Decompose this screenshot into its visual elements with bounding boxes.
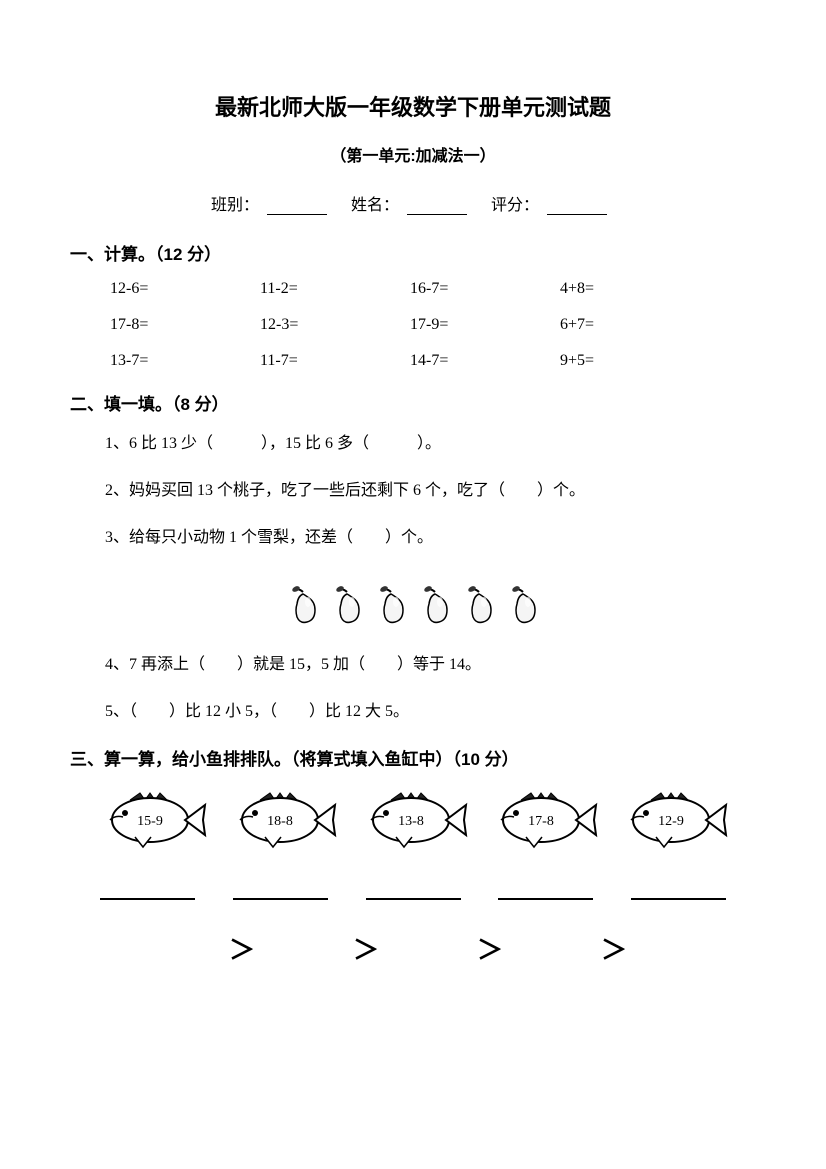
fish-item: 18-8 xyxy=(220,785,345,860)
fish-item: 12-9 xyxy=(611,785,736,860)
answer-blank[interactable] xyxy=(366,880,461,900)
class-blank[interactable] xyxy=(267,214,327,215)
page-subtitle: （第一单元:加减法一） xyxy=(70,142,756,166)
calc-cell: 9+5= xyxy=(560,352,710,370)
calc-cell: 14-7= xyxy=(410,352,560,370)
calc-row: 13-7= 11-7= 14-7= 9+5= xyxy=(110,352,756,370)
question-3: 3、给每只小动物 1 个雪梨，还差（ ）个。 xyxy=(105,524,756,553)
answer-blank[interactable] xyxy=(631,880,726,900)
section1-header: 一、计算。（12 分） xyxy=(70,240,756,265)
fish-item: 13-8 xyxy=(351,785,476,860)
compare-symbol: ＞ xyxy=(601,930,627,967)
fish-icon: 12-9 xyxy=(616,785,731,855)
pear-icon xyxy=(417,582,453,626)
fish-icon: 17-8 xyxy=(486,785,601,855)
svg-text:18-8: 18-8 xyxy=(267,814,293,829)
compare-symbol: ＞ xyxy=(229,930,255,967)
page-title: 最新北师大版一年级数学下册单元测试题 xyxy=(70,90,756,122)
compare-row: ＞ ＞ ＞ ＞ xyxy=(180,930,676,967)
svg-text:13-8: 13-8 xyxy=(398,814,424,829)
name-blank[interactable] xyxy=(407,214,467,215)
answer-blank[interactable] xyxy=(100,880,195,900)
question-2: 2、妈妈买回 13 个桃子，吃了一些后还剩下 6 个，吃了（ ）个。 xyxy=(105,477,756,506)
class-label: 班别： xyxy=(211,197,259,214)
calc-cell: 6+7= xyxy=(560,316,710,334)
calc-cell: 11-7= xyxy=(260,352,410,370)
answer-blank[interactable] xyxy=(498,880,593,900)
question-4: 4、7 再添上（ ）就是 15，5 加（ ）等于 14。 xyxy=(105,651,756,680)
calc-cell: 17-8= xyxy=(110,316,260,334)
calc-cell: 13-7= xyxy=(110,352,260,370)
question-5: 5、（ ）比 12 小 5，（ ）比 12 大 5。 xyxy=(105,698,756,727)
calc-cell: 12-3= xyxy=(260,316,410,334)
answer-blank[interactable] xyxy=(233,880,328,900)
score-blank[interactable] xyxy=(547,214,607,215)
pear-icon xyxy=(329,582,365,626)
calc-cell: 11-2= xyxy=(260,280,410,298)
fish-icon: 13-8 xyxy=(356,785,471,855)
svg-text:15-9: 15-9 xyxy=(137,814,163,829)
fish-row: 15-9 18-8 13-8 xyxy=(90,785,736,860)
svg-text:12-9: 12-9 xyxy=(658,814,684,829)
pear-icon xyxy=(461,582,497,626)
fish-icon: 18-8 xyxy=(225,785,340,855)
section3-header: 三、算一算，给小鱼排排队。（将算式填入鱼缸中）（10 分） xyxy=(70,745,756,770)
info-line: 班别： 姓名： 评分： xyxy=(70,191,756,215)
pears-row xyxy=(70,582,756,631)
calc-row: 17-8= 12-3= 17-9= 6+7= xyxy=(110,316,756,334)
calc-cell: 4+8= xyxy=(560,280,710,298)
pear-icon xyxy=(373,582,409,626)
blank-row xyxy=(100,875,726,900)
fish-item: 17-8 xyxy=(481,785,606,860)
question-1: 1、6 比 13 少（ ），15 比 6 多（ ）。 xyxy=(105,430,756,459)
score-label: 评分： xyxy=(491,197,539,214)
compare-symbol: ＞ xyxy=(477,930,503,967)
calc-cell: 12-6= xyxy=(110,280,260,298)
calc-row: 12-6= 11-2= 16-7= 4+8= xyxy=(110,280,756,298)
calc-table: 12-6= 11-2= 16-7= 4+8= 17-8= 12-3= 17-9=… xyxy=(110,280,756,370)
pear-icon xyxy=(505,582,541,626)
fish-item: 15-9 xyxy=(90,785,215,860)
calc-cell: 16-7= xyxy=(410,280,560,298)
calc-cell: 17-9= xyxy=(410,316,560,334)
section2-header: 二、填一填。（8 分） xyxy=(70,390,756,415)
name-label: 姓名： xyxy=(351,197,399,214)
pear-icon xyxy=(285,582,321,626)
fish-icon: 15-9 xyxy=(95,785,210,855)
svg-text:17-8: 17-8 xyxy=(528,814,554,829)
compare-symbol: ＞ xyxy=(353,930,379,967)
